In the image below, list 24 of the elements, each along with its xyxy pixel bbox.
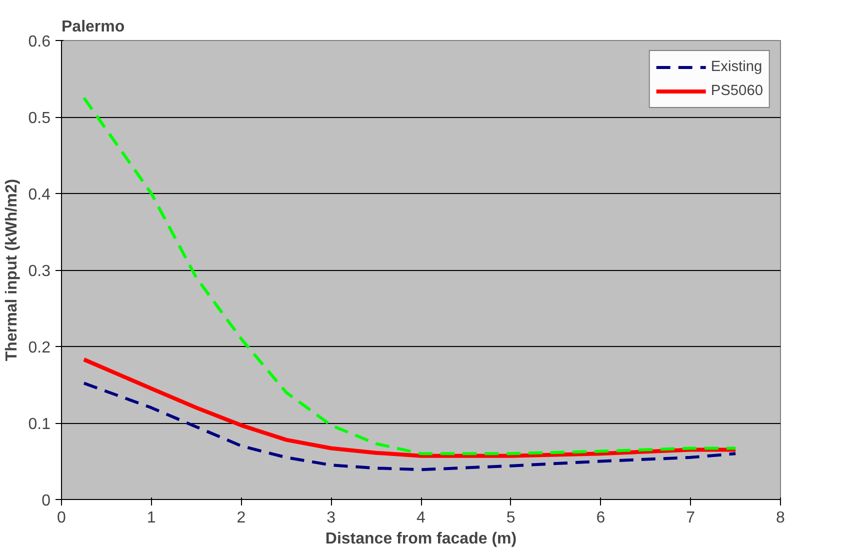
legend-label: Existing bbox=[710, 59, 762, 75]
x-tick-label: 4 bbox=[416, 510, 426, 526]
chart-title: Palermo bbox=[62, 18, 125, 36]
y-tick-label: 0 bbox=[42, 492, 51, 510]
x-tick-label: 3 bbox=[326, 510, 336, 526]
y-tick-label: 0.1 bbox=[28, 416, 51, 433]
line-series bbox=[82, 382, 738, 472]
legend-label: PS5060 bbox=[710, 83, 763, 99]
x-tick-label: 1 bbox=[146, 510, 156, 526]
x-tick-label: 7 bbox=[686, 510, 696, 526]
line-series bbox=[82, 96, 738, 456]
y-tick-label: 0.2 bbox=[28, 340, 51, 356]
y-tick-label: 0.3 bbox=[28, 263, 51, 280]
x-tick-label: 6 bbox=[596, 510, 606, 526]
x-tick-label: 0 bbox=[57, 510, 66, 526]
y-tick-label: 0.4 bbox=[28, 186, 51, 204]
x-tick-label: 5 bbox=[506, 510, 516, 526]
y-tick-label: 0.6 bbox=[28, 34, 51, 50]
y-tick-label: 0.5 bbox=[28, 110, 51, 127]
x-axis-title: Distance from facade (m) bbox=[325, 530, 517, 548]
line-series bbox=[82, 358, 738, 458]
y-axis-title: Thermal input (kWh/m2) bbox=[3, 178, 20, 362]
x-tick-label: 8 bbox=[776, 510, 786, 526]
x-tick-label: 2 bbox=[236, 510, 246, 526]
